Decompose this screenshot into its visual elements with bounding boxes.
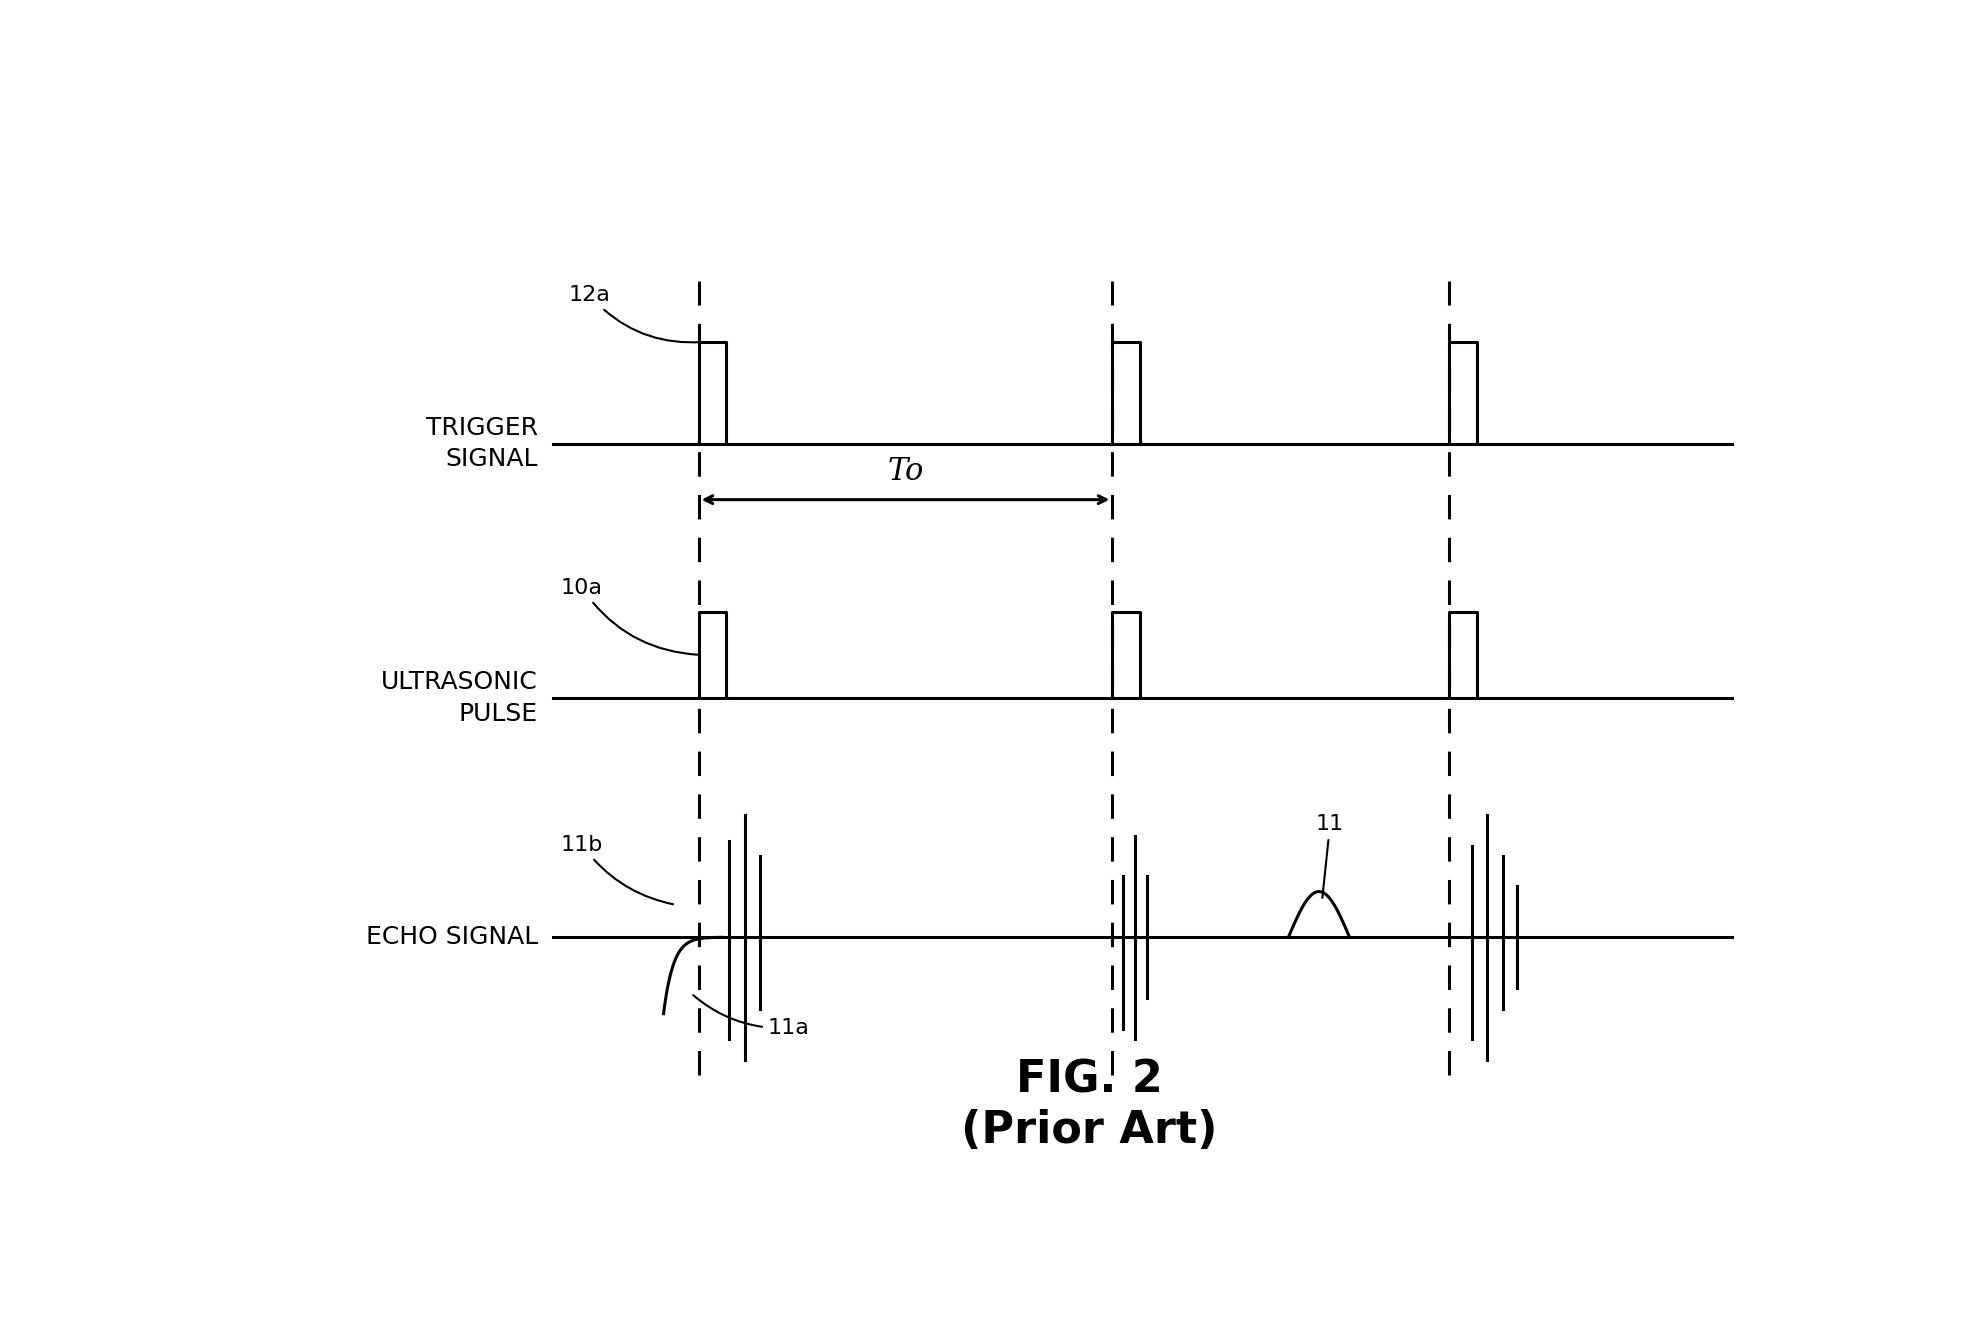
Text: 11: 11 [1316, 814, 1344, 898]
Text: 11b: 11b [561, 834, 674, 904]
Text: 11a: 11a [694, 995, 810, 1038]
Text: ULTRASONIC
PULSE: ULTRASONIC PULSE [381, 670, 537, 726]
Text: 10a: 10a [561, 578, 698, 654]
Text: 12a: 12a [569, 286, 701, 342]
Text: FIG. 2: FIG. 2 [1016, 1059, 1162, 1101]
Text: (Prior Art): (Prior Art) [960, 1109, 1217, 1153]
Text: To: To [887, 456, 923, 488]
Text: TRIGGER
SIGNAL: TRIGGER SIGNAL [427, 416, 537, 472]
Text: ECHO SIGNAL: ECHO SIGNAL [366, 925, 537, 949]
